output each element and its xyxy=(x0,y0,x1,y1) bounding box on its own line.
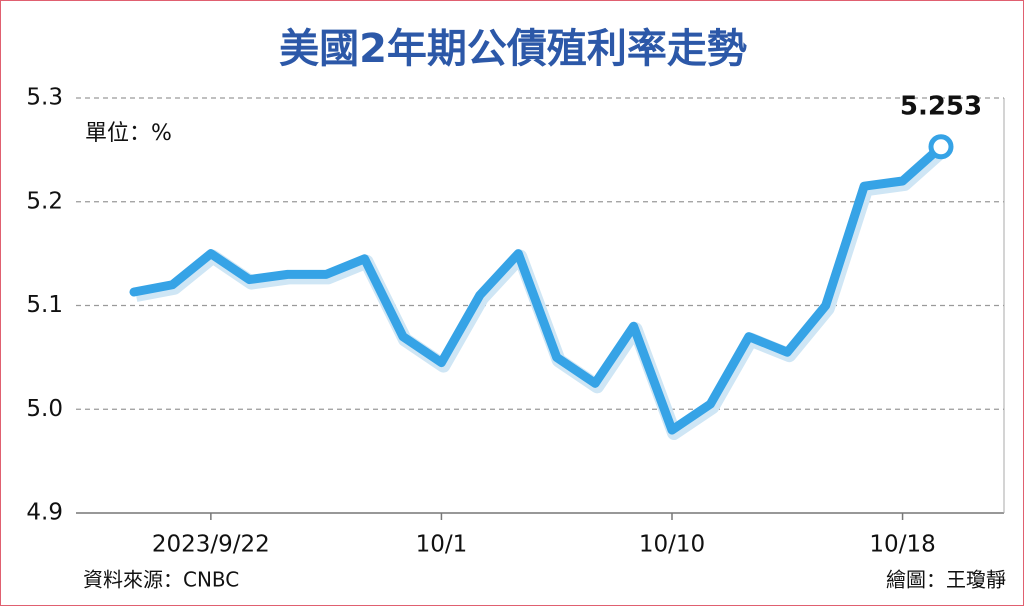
line xyxy=(129,142,946,435)
x-tick-label: 10/10 xyxy=(639,532,705,558)
y-tick-label: 5.2 xyxy=(26,188,63,214)
unit-label: 單位：% xyxy=(85,121,172,146)
value-label: 5.253 xyxy=(900,91,982,121)
end-marker xyxy=(928,134,954,160)
y-tick-label: 5.0 xyxy=(26,396,63,422)
x-tick-label: 10/1 xyxy=(416,532,468,558)
y-tick-label: 5.1 xyxy=(26,292,63,318)
source: 資料來源：CNBC xyxy=(83,568,239,592)
x-tick-label: 2023/9/22 xyxy=(152,532,270,558)
y-tick-label: 4.9 xyxy=(26,500,63,526)
credit: 繪圖：王瓊靜 xyxy=(886,568,1006,592)
line-shadow xyxy=(134,144,948,440)
x-tick-label: 10/18 xyxy=(869,532,935,558)
chart-title: 美國2年期公債殖利率走勢 xyxy=(279,26,747,72)
y-tick-label: 5.3 xyxy=(26,85,63,111)
